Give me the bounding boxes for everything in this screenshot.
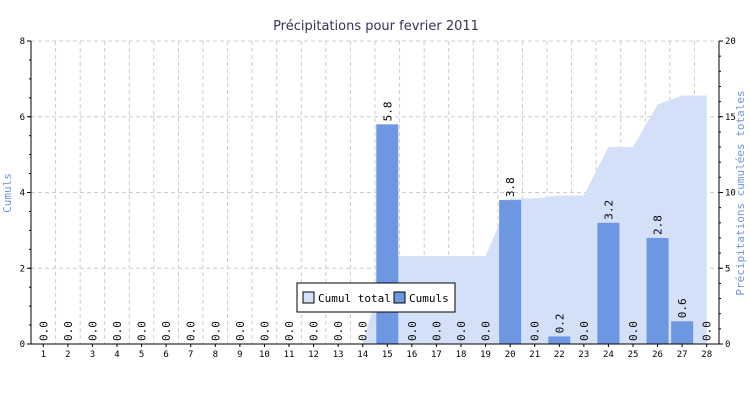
cumul-total-area-path [43, 95, 707, 344]
x-tick-label-26: 26 [652, 350, 663, 360]
data-label-day-4: 0.0 [111, 321, 124, 341]
bar-day-20 [499, 200, 522, 344]
data-label-day-7: 0.0 [185, 321, 198, 341]
x-tick-label-1: 1 [41, 350, 46, 360]
data-label-day-25: 0.0 [627, 321, 640, 341]
legend-label-cumul-total: Cumul total [318, 292, 391, 305]
data-label-day-5: 0.0 [136, 321, 149, 341]
y-tick-label-left: 6 [20, 113, 25, 123]
data-label-day-1: 0.0 [37, 321, 50, 341]
x-tick-label-14: 14 [357, 350, 368, 360]
x-tick-label-7: 7 [188, 350, 193, 360]
x-tick-label-20: 20 [505, 350, 516, 360]
y-tick-label-left: 2 [20, 264, 25, 274]
data-label-day-20: 3.8 [504, 177, 517, 197]
data-label-day-26: 2.8 [652, 215, 665, 235]
x-tick-label-28: 28 [701, 350, 712, 360]
x-tick-label-8: 8 [213, 350, 218, 360]
data-label-day-11: 0.0 [283, 321, 296, 341]
data-label-day-18: 0.0 [455, 321, 468, 341]
data-label-day-24: 3.2 [602, 200, 615, 220]
bar-day-26 [646, 237, 669, 344]
x-tick-label-5: 5 [139, 350, 144, 360]
data-labels: 0.0 0.0 0.0 0.0 0.0 0.0 0.0 0.0 0.0 0.0 0.0 0.0 0.0 0… [37, 101, 713, 341]
data-label-day-15: 5.8 [381, 101, 394, 121]
legend: Cumul total Cumuls [296, 282, 456, 313]
chart-title: Précipitations pour fevrier 2011 [273, 19, 479, 34]
legend-swatch-cumul-total [302, 291, 315, 304]
x-tick-label-25: 25 [628, 350, 639, 360]
y-tick-label-left: 8 [20, 37, 25, 47]
y-tick-label-right: 20 [725, 37, 736, 47]
data-label-day-13: 0.0 [332, 321, 345, 341]
bar-day-27 [671, 321, 694, 344]
x-tick-label-2: 2 [65, 350, 70, 360]
x-tick-label-21: 21 [529, 350, 540, 360]
x-tick-label-16: 16 [406, 350, 417, 360]
data-label-day-6: 0.0 [160, 321, 173, 341]
data-label-day-10: 0.0 [258, 321, 271, 341]
x-tick-label-11: 11 [284, 350, 295, 360]
data-label-day-2: 0.0 [62, 321, 75, 341]
data-label-day-14: 0.0 [357, 321, 370, 341]
data-label-day-16: 0.0 [406, 321, 419, 341]
x-tick-label-22: 22 [554, 350, 565, 360]
data-label-day-8: 0.0 [209, 321, 222, 341]
x-tick-label-6: 6 [163, 350, 168, 360]
data-label-day-12: 0.0 [308, 321, 321, 341]
y-axis-left-label: Cumuls [1, 173, 14, 213]
x-tick-label-12: 12 [308, 350, 319, 360]
x-tick-label-4: 4 [114, 350, 119, 360]
data-label-day-21: 0.0 [529, 321, 542, 341]
x-tick-label-10: 10 [259, 350, 270, 360]
bar-day-22 [548, 336, 571, 344]
legend-box [296, 282, 456, 313]
x-tick-label-15: 15 [382, 350, 393, 360]
data-label-day-9: 0.0 [234, 321, 247, 341]
legend-label-cumuls: Cumuls [409, 292, 449, 305]
y-tick-label-right: 0 [725, 340, 730, 350]
x-tick-label-19: 19 [480, 350, 491, 360]
y-tick-label-left: 0 [20, 340, 25, 350]
data-label-day-22: 0.2 [553, 314, 566, 334]
cumul-total-area [43, 95, 707, 344]
x-tick-label-23: 23 [578, 350, 589, 360]
data-label-day-19: 0.0 [480, 321, 493, 341]
x-tick-label-24: 24 [603, 350, 614, 360]
x-tick-label-9: 9 [237, 350, 242, 360]
bar-day-24 [597, 222, 620, 344]
legend-swatch-cumuls [393, 291, 406, 304]
cumuls-bars [376, 124, 694, 344]
x-tick-label-13: 13 [333, 350, 344, 360]
y-tick-label-right: 15 [725, 113, 736, 123]
x-tick-label-3: 3 [90, 350, 95, 360]
x-tick-label-27: 27 [677, 350, 688, 360]
data-label-day-17: 0.0 [430, 321, 443, 341]
x-tick-label-17: 17 [431, 350, 442, 360]
data-label-day-3: 0.0 [86, 321, 99, 341]
y-tick-label-right: 5 [725, 264, 730, 274]
data-label-day-27: 0.6 [676, 298, 689, 318]
data-label-day-28: 0.0 [701, 321, 714, 341]
y-tick-label-right: 10 [725, 189, 736, 199]
data-label-day-23: 0.0 [578, 321, 591, 341]
y-tick-label-left: 4 [20, 189, 25, 199]
y-axis-right-label: Précipitations cumulées totales [734, 90, 747, 295]
x-tick-label-18: 18 [456, 350, 467, 360]
